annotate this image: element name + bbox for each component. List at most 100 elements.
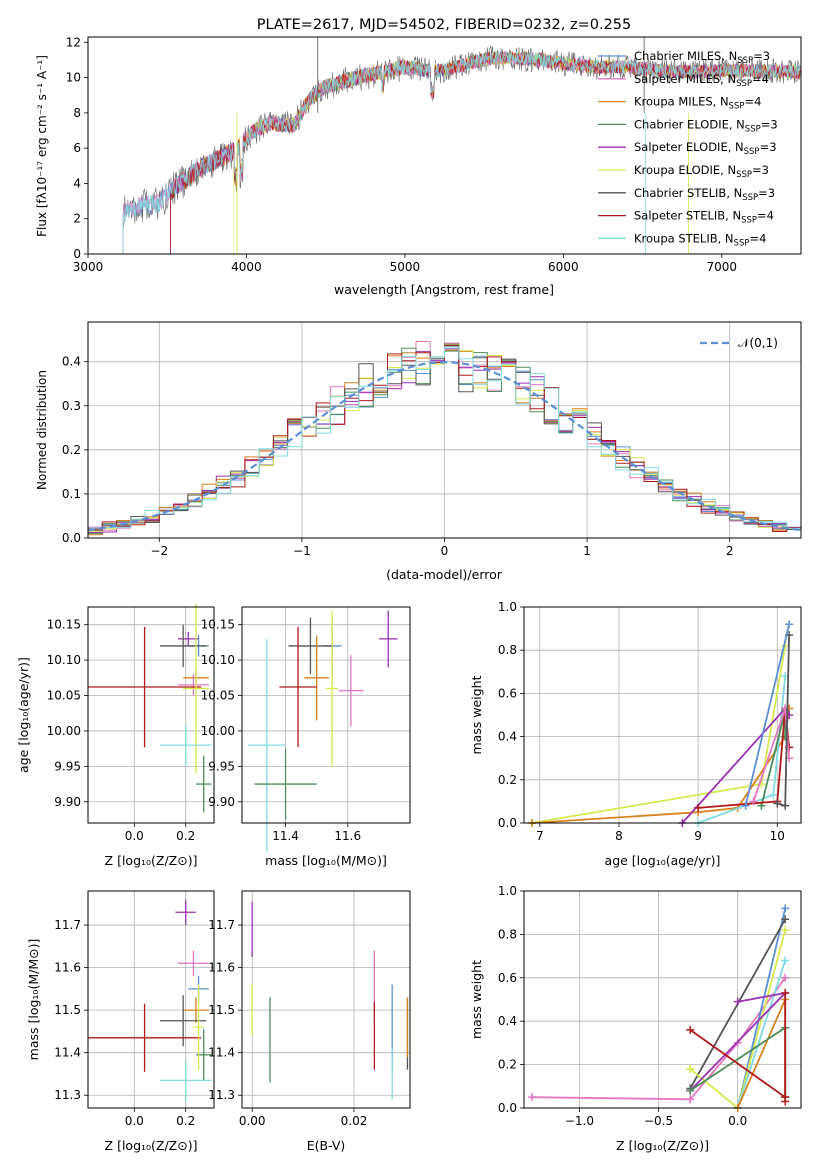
errorbar-point bbox=[178, 631, 199, 646]
legend-entry: Kroupa STELIB, NSSP=4 bbox=[634, 231, 766, 248]
y-axis-label: mass [log₁₀(M/M⊙)] bbox=[26, 939, 41, 1061]
legend-entry: Chabrier MILES, NSSP=3 bbox=[634, 49, 770, 66]
y-axis-label: Flux [fλ10⁻¹⁷ erg cm⁻² s⁻¹ A⁻¹] bbox=[35, 55, 49, 237]
weight-marker bbox=[773, 799, 782, 808]
weight-marker bbox=[733, 997, 742, 1006]
legend-entry: Salpeter MILES, NSSP=4 bbox=[634, 72, 769, 89]
weight-marker bbox=[527, 1093, 536, 1102]
legend-entry: Kroupa ELODIE, NSSP=3 bbox=[634, 163, 769, 180]
axes-frame bbox=[87, 321, 802, 539]
errorbar-point bbox=[254, 748, 317, 820]
y-tick-label: 2 bbox=[73, 212, 81, 226]
weight-marker bbox=[781, 904, 790, 913]
legend-name: Salpeter ELODIE, N bbox=[634, 140, 744, 154]
spectrum-panel: PLATE=2617, MJD=54502, FIBERID=0232, z=0… bbox=[35, 17, 802, 297]
weight-line bbox=[736, 960, 787, 1109]
errorbar-point bbox=[183, 997, 209, 1023]
chart-title: PLATE=2617, MJD=54502, FIBERID=0232, z=0… bbox=[257, 17, 631, 33]
x-tick-label: 7000 bbox=[707, 260, 738, 274]
legend-name: Chabrier STELIB, N bbox=[634, 186, 742, 200]
x-tick-label: 0.0 bbox=[125, 829, 144, 843]
x-tick-label: 11.6 bbox=[334, 829, 361, 843]
x-tick-label: 7 bbox=[536, 829, 544, 843]
weight-marker bbox=[781, 988, 790, 997]
legend-suffix: =3 bbox=[761, 117, 778, 131]
histogram-step bbox=[88, 342, 801, 533]
errorbar-point bbox=[178, 674, 209, 696]
x-tick-label: 0.0 bbox=[728, 1114, 747, 1128]
x-tick-label: 6000 bbox=[548, 260, 579, 274]
legend-suffix: =3 bbox=[760, 140, 777, 154]
x-tick-label: −1 bbox=[293, 544, 311, 558]
legend-suffix: =4 bbox=[752, 72, 769, 86]
y-tick-label: 0.2 bbox=[62, 443, 81, 457]
y-axis-label: age [log₁₀(age/yr)] bbox=[16, 657, 31, 773]
weight-marker bbox=[686, 1095, 695, 1104]
y-tick-label: 11.7 bbox=[54, 918, 81, 932]
legend-entry: Salpeter ELODIE, NSSP=3 bbox=[634, 140, 777, 157]
legend-sub: SSP bbox=[745, 124, 761, 134]
x-axis-label: E(B-V) bbox=[307, 1138, 346, 1153]
y-tick-label: 10.15 bbox=[47, 618, 81, 632]
y-tick-label: 0.1 bbox=[62, 487, 81, 501]
y-tick-label: 8 bbox=[73, 106, 81, 120]
legend-suffix: =4 bbox=[744, 95, 761, 109]
histogram-steps bbox=[88, 341, 801, 536]
legend-suffix: =3 bbox=[758, 186, 775, 200]
y-tick-label: 1.0 bbox=[498, 884, 517, 898]
errorbar-point bbox=[193, 984, 204, 1070]
weight-series bbox=[694, 704, 794, 812]
errorbar-point bbox=[304, 635, 330, 721]
x-axis-label: Z [log₁₀(Z/Z⊙)] bbox=[105, 853, 198, 868]
x-tick-label: 0 bbox=[441, 544, 449, 558]
errorbar-point bbox=[178, 950, 209, 977]
y-tick-label: 0.6 bbox=[498, 686, 517, 700]
y-tick-label: 10.00 bbox=[201, 724, 235, 738]
axes-frame bbox=[523, 890, 802, 1109]
weight-series bbox=[527, 704, 794, 827]
weight-series bbox=[741, 620, 794, 810]
y-tick-label: 0.4 bbox=[498, 1014, 517, 1028]
x-tick-label: 0.00 bbox=[239, 1114, 266, 1128]
x-tick-label: 0.2 bbox=[176, 1114, 195, 1128]
weight-line bbox=[744, 624, 790, 806]
y-axis-label: mass weight bbox=[469, 960, 484, 1039]
y-tick-label: 0.0 bbox=[498, 1101, 517, 1115]
y-tick-label: 11.6 bbox=[54, 961, 81, 975]
y-tick-label: 9.95 bbox=[54, 759, 81, 773]
errorbar-point bbox=[196, 755, 212, 813]
y-tick-label: 11.5 bbox=[208, 1003, 235, 1017]
x-tick-label: 0.2 bbox=[176, 829, 195, 843]
axes-frame bbox=[87, 606, 215, 824]
spectrum-lines bbox=[122, 37, 801, 254]
legend-suffix: =4 bbox=[749, 231, 766, 245]
x-axis-label: Z [log₁₀(Z/Z⊙)] bbox=[616, 1138, 709, 1153]
legend-sub: SSP bbox=[741, 216, 757, 226]
errorbar-point bbox=[160, 723, 212, 767]
weight-marker bbox=[686, 1025, 695, 1034]
legend-name: Salpeter MILES, N bbox=[634, 72, 736, 86]
y-tick-label: 11.5 bbox=[54, 1003, 81, 1017]
errorbar-point bbox=[88, 1003, 202, 1072]
legend-sub: SSP bbox=[736, 79, 752, 89]
histogram-panel: −2 −1 0 1 2 0.0 0.1 0.2 0.3 0.4 𝒩(0,1) (data-model)… bbox=[35, 321, 802, 582]
weight-series bbox=[773, 631, 794, 810]
errorbar-point bbox=[288, 617, 333, 675]
legend-name: Kroupa ELODIE, N bbox=[634, 163, 736, 177]
weight-marker bbox=[781, 956, 790, 965]
weight-marker bbox=[694, 803, 703, 812]
x-tick-label: 2 bbox=[726, 544, 734, 558]
weight-marker bbox=[749, 797, 758, 806]
y-tick-label: 0.6 bbox=[498, 971, 517, 985]
y-tick-label: 11.4 bbox=[54, 1046, 81, 1060]
legend-suffix: =3 bbox=[753, 49, 770, 63]
x-tick-label: −2 bbox=[150, 544, 168, 558]
y-tick-label: 0.8 bbox=[498, 927, 517, 941]
y-tick-label: 12 bbox=[66, 35, 81, 49]
x-tick-label: 4000 bbox=[231, 260, 262, 274]
scatter-panel-6: 0.00 0.02 11.3 11.4 11.5 11.6 11.7 E(B-V) bbox=[208, 890, 411, 1153]
x-tick-label: 0.0 bbox=[125, 1114, 144, 1128]
line-panel-4: 7 8 9 10 0.0 0.2 0.4 0.6 0.8 1.0 age [log₁₀(age/yr… bbox=[469, 600, 802, 868]
line-panel-7: −1.0 −0.5 0.0 0.0 0.2 0.4 0.6 0.8 1.0 Z [log₁₀(Z/… bbox=[469, 884, 802, 1153]
